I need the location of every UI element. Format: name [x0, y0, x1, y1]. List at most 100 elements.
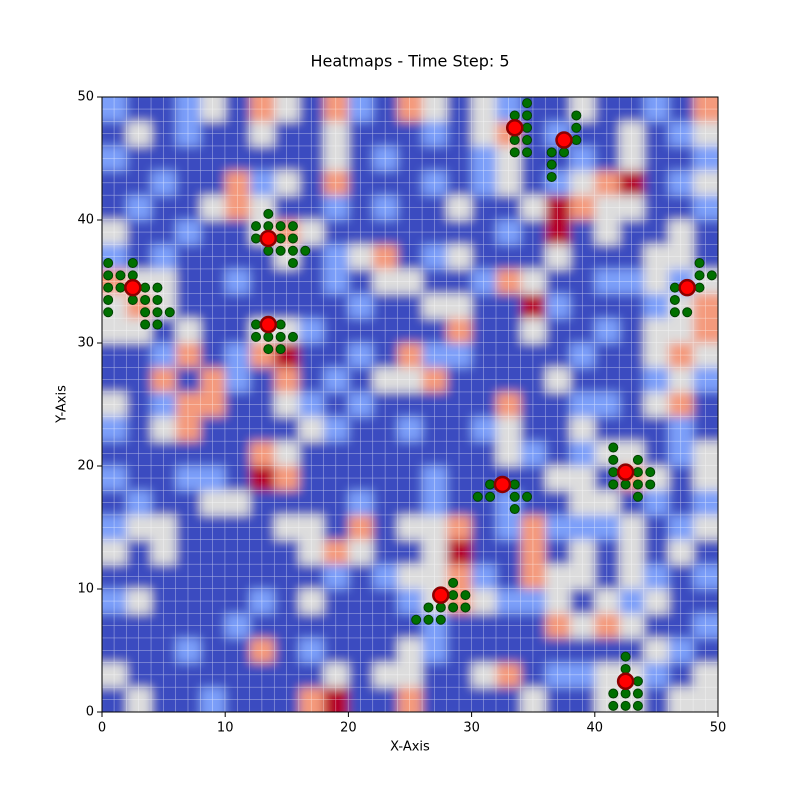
point: [448, 590, 459, 601]
point: [275, 344, 286, 355]
point: [608, 479, 619, 490]
point: [608, 688, 619, 699]
point: [632, 491, 643, 502]
point: [546, 159, 557, 170]
y-axis-label: Y-Axis: [55, 385, 70, 424]
point: [263, 245, 274, 256]
point: [287, 221, 298, 232]
point: [152, 282, 163, 293]
point: [127, 258, 138, 269]
point: [632, 479, 643, 490]
x-tick-label: 50: [710, 721, 727, 736]
point: [669, 307, 680, 318]
point: [706, 270, 717, 281]
agent-point: [505, 119, 524, 137]
agent-point: [555, 131, 573, 149]
point: [632, 454, 643, 465]
point: [435, 614, 446, 625]
points: [103, 98, 717, 711]
agent-point: [259, 229, 278, 248]
point: [103, 282, 114, 293]
y-tick-label: 10: [77, 582, 94, 597]
point: [152, 294, 163, 305]
point: [140, 294, 151, 305]
point: [620, 479, 631, 490]
point: [509, 491, 520, 502]
point: [287, 258, 298, 269]
agent-point: [124, 278, 142, 297]
point: [263, 208, 274, 219]
point: [263, 344, 274, 355]
point: [632, 676, 643, 687]
point: [103, 270, 114, 281]
point: [571, 110, 582, 121]
point: [608, 442, 619, 453]
point: [411, 614, 422, 625]
agent-point: [678, 278, 696, 297]
point: [263, 221, 274, 232]
agent-point: [616, 463, 635, 481]
point: [620, 651, 631, 662]
x-axis-label: X-Axis: [390, 740, 430, 755]
point: [140, 319, 151, 330]
point: [522, 135, 533, 146]
y-tick-label: 40: [77, 213, 94, 228]
point: [620, 700, 631, 711]
point: [608, 700, 619, 711]
agent-point: [432, 586, 450, 604]
point: [251, 233, 261, 244]
point: [669, 294, 680, 305]
point: [103, 294, 114, 305]
point: [103, 258, 114, 269]
plot-frame: [101, 96, 719, 713]
point: [694, 258, 705, 269]
point: [571, 122, 582, 133]
point: [448, 577, 459, 588]
x-tick-label: 10: [217, 721, 234, 736]
point: [645, 479, 656, 490]
point: [152, 307, 163, 318]
x-tick-label: 0: [98, 721, 106, 736]
point: [251, 331, 261, 342]
x-tick-label: 20: [340, 721, 357, 736]
agent-point: [259, 315, 278, 334]
point: [608, 454, 619, 465]
point: [140, 307, 151, 318]
point: [669, 282, 680, 293]
point: [152, 319, 163, 330]
point: [522, 98, 533, 109]
point: [694, 270, 705, 281]
point: [632, 700, 643, 711]
point: [694, 282, 705, 293]
point: [263, 331, 274, 342]
point: [423, 602, 434, 613]
point: [287, 233, 298, 244]
y-tick-label: 0: [86, 705, 94, 720]
point: [423, 614, 434, 625]
point: [251, 221, 261, 232]
point: [275, 221, 286, 232]
point: [509, 479, 520, 490]
point: [115, 282, 126, 293]
point: [460, 602, 471, 613]
point: [632, 467, 643, 478]
agent-point: [616, 672, 635, 690]
point: [127, 294, 138, 305]
point: [164, 307, 175, 318]
agent-point: [493, 475, 512, 494]
point: [522, 147, 533, 158]
point: [300, 245, 311, 256]
point: [509, 110, 520, 121]
point: [140, 282, 151, 293]
cell-grid: [102, 97, 718, 712]
point: [275, 233, 286, 244]
point: [287, 245, 298, 256]
point: [546, 171, 557, 182]
y-tick-label: 20: [77, 459, 94, 474]
point: [509, 147, 520, 158]
y-tick-label: 30: [77, 336, 94, 351]
point: [559, 147, 569, 158]
point: [287, 331, 298, 342]
point: [522, 110, 533, 121]
